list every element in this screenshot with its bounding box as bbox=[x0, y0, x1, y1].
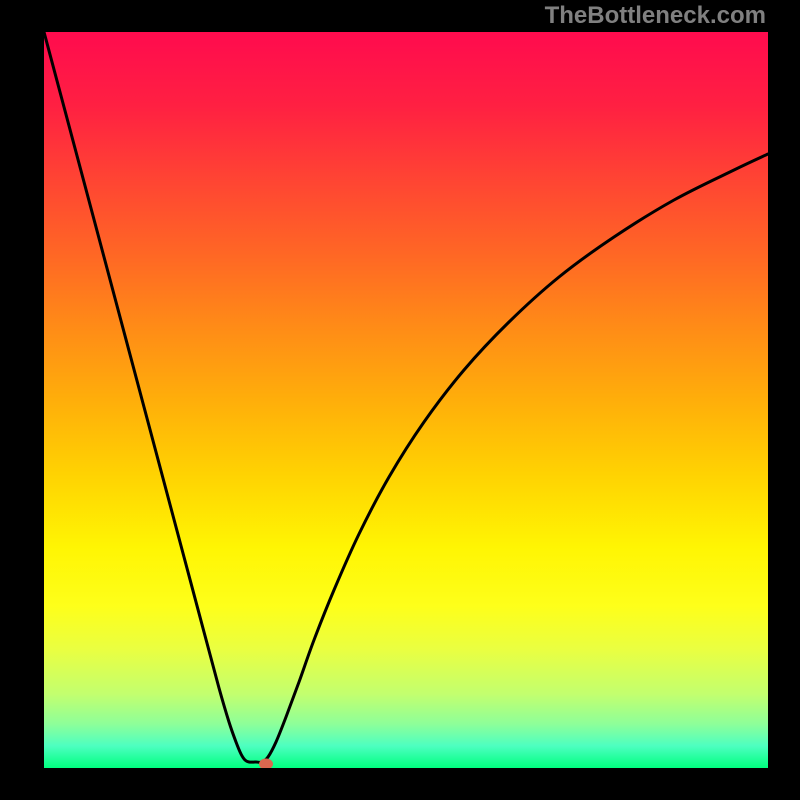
chart-container: TheBottleneck.com bbox=[0, 0, 800, 800]
chart-frame bbox=[0, 0, 800, 800]
attribution-text: TheBottleneck.com bbox=[545, 2, 766, 30]
